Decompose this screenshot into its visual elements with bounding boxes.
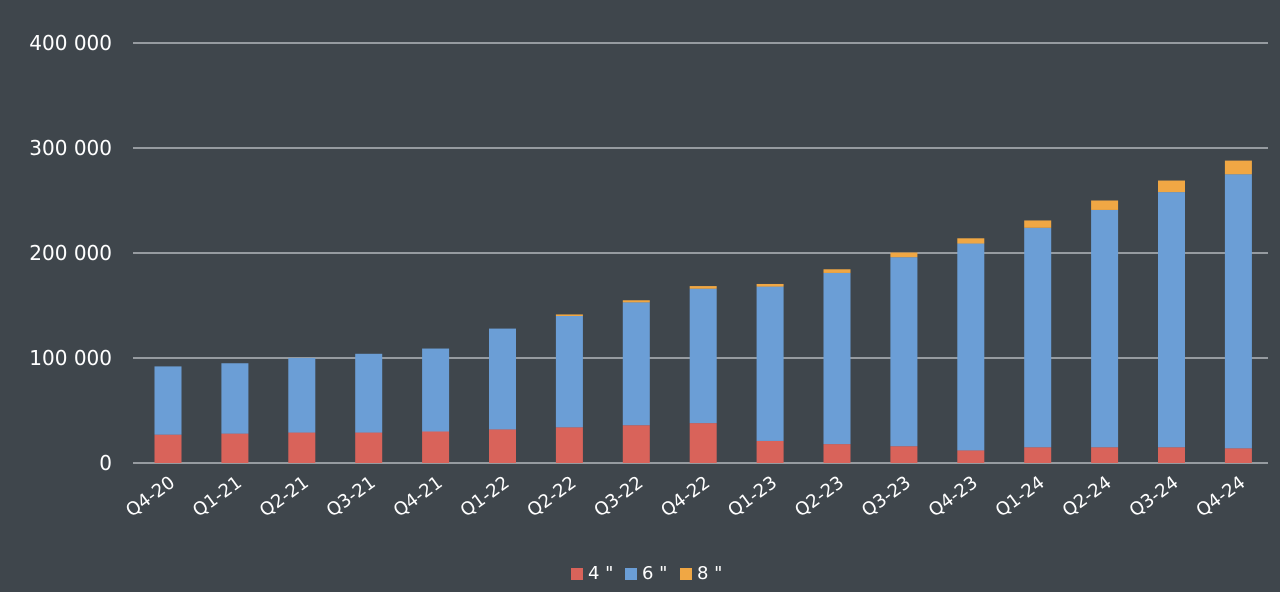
x-tick-label: Q1-24	[992, 472, 1049, 521]
bar-Q4-24-series-1	[1224, 174, 1252, 449]
bar-Q4-24-series-2	[1224, 160, 1252, 175]
bar-Q3-22-series-2	[622, 300, 650, 303]
bar-Q1-22-series-1	[489, 328, 516, 430]
y-tick-label: 0	[99, 451, 112, 475]
x-tick-label: Q4-21	[390, 472, 447, 521]
legend-label: 6 "	[642, 563, 667, 584]
bars	[154, 160, 1252, 463]
y-tick-label: 400 000	[29, 31, 112, 55]
x-axis-ticks: Q4-20 Q1-21 Q2-21 Q3-21 Q4-21 Q1-22 Q2-22 Q3-22…	[122, 472, 1249, 521]
bar-Q3-24-series-0	[1158, 447, 1185, 463]
bar-Q2-22-series-0	[555, 427, 583, 463]
bar-Q2-24-series-1	[1091, 209, 1119, 448]
bar-Q3-23-series-1	[890, 257, 918, 447]
y-axis-ticks: 0 100 000 200 000 300 000 400 000	[29, 31, 112, 475]
x-tick-label: Q3-22	[590, 472, 647, 521]
bar-Q3-24-series-1	[1158, 192, 1185, 448]
bar-Q4-21-series-1	[422, 348, 450, 432]
bar-Q3-22-series-0	[622, 425, 650, 463]
x-tick-label: Q4-20	[122, 472, 179, 521]
y-tick-label: 300 000	[29, 136, 112, 160]
legend-swatch	[625, 568, 637, 580]
bar-Q2-24-series-2	[1091, 200, 1119, 210]
bar-Q4-23-series-1	[957, 243, 985, 451]
bar-Q1-24-series-0	[1024, 447, 1052, 463]
bar-Q4-24-series-0	[1224, 448, 1252, 463]
bar-Q2-21-series-0	[288, 432, 316, 463]
bar-Q4-23-series-2	[957, 238, 985, 244]
x-tick-label: Q3-23	[858, 472, 915, 521]
legend-label: 8 "	[697, 563, 722, 584]
bar-Q4-21-series-0	[422, 431, 450, 463]
bar-Q4-20-series-0	[154, 434, 182, 463]
bar-Q1-21-series-0	[221, 433, 249, 463]
bar-Q2-22-series-1	[555, 316, 583, 428]
bar-Q3-22-series-1	[622, 302, 650, 426]
bar-Q3-24-series-2	[1158, 180, 1185, 193]
x-tick-label: Q4-23	[925, 472, 982, 521]
bar-Q1-23-series-0	[756, 440, 784, 463]
bar-Q3-23-series-0	[890, 446, 918, 463]
bar-Q2-23-series-1	[823, 272, 851, 445]
x-tick-label: Q4-22	[657, 472, 714, 521]
bar-Q1-23-series-2	[756, 283, 784, 287]
bar-Q4-22-series-1	[689, 288, 717, 424]
bar-Q2-24-series-0	[1091, 447, 1119, 463]
x-tick-label: Q4-24	[1192, 472, 1249, 521]
x-tick-label: Q2-24	[1059, 472, 1116, 521]
bar-Q1-21-series-1	[221, 363, 249, 434]
bar-Q1-23-series-1	[756, 286, 784, 441]
x-tick-label: Q2-22	[523, 472, 580, 521]
bar-Q2-23-series-0	[823, 444, 851, 463]
bar-Q4-20-series-1	[154, 366, 182, 435]
x-tick-label: Q2-21	[256, 472, 313, 521]
bar-Q4-22-series-2	[689, 286, 717, 289]
x-tick-label: Q2-23	[791, 472, 848, 521]
gridlines	[133, 42, 1268, 464]
x-tick-label: Q1-21	[189, 472, 246, 521]
bar-Q1-22-series-0	[489, 429, 516, 463]
legend-swatch	[680, 568, 692, 580]
bar-Q4-23-series-0	[957, 450, 985, 463]
bar-Q1-24-series-2	[1024, 220, 1052, 228]
bar-Q4-22-series-0	[689, 423, 717, 463]
bar-Q2-23-series-2	[823, 269, 851, 273]
x-tick-label: Q1-23	[724, 472, 781, 521]
bar-Q3-21-series-1	[355, 353, 383, 433]
bar-Q3-23-series-2	[890, 252, 918, 258]
bar-Q1-24-series-1	[1024, 227, 1052, 448]
y-tick-label: 200 000	[29, 241, 112, 265]
bar-Q2-22-series-2	[555, 314, 583, 316]
bar-Q2-21-series-1	[288, 358, 316, 433]
x-tick-label: Q3-21	[323, 472, 380, 521]
legend-swatch	[571, 568, 583, 580]
y-tick-label: 100 000	[29, 346, 112, 370]
legend-label: 4 "	[588, 563, 613, 584]
x-tick-label: Q3-24	[1126, 472, 1183, 521]
x-tick-label: Q1-22	[457, 472, 514, 521]
bar-Q3-21-series-0	[355, 432, 383, 463]
legend: 4 " 6 " 8 "	[571, 563, 722, 584]
